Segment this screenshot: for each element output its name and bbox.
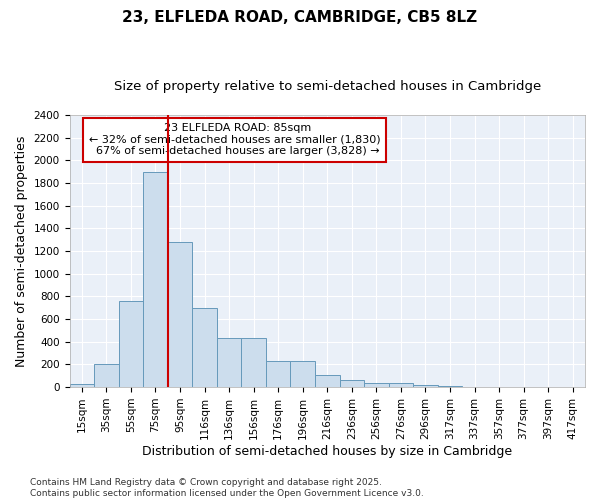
Bar bbox=[340, 380, 364, 387]
Bar bbox=[168, 242, 192, 387]
Text: 23, ELFLEDA ROAD, CAMBRIDGE, CB5 8LZ: 23, ELFLEDA ROAD, CAMBRIDGE, CB5 8LZ bbox=[122, 10, 478, 25]
Y-axis label: Number of semi-detached properties: Number of semi-detached properties bbox=[15, 136, 28, 366]
Title: Size of property relative to semi-detached houses in Cambridge: Size of property relative to semi-detach… bbox=[113, 80, 541, 93]
Bar bbox=[70, 384, 94, 387]
Bar bbox=[290, 361, 315, 387]
Bar bbox=[487, 386, 511, 387]
X-axis label: Distribution of semi-detached houses by size in Cambridge: Distribution of semi-detached houses by … bbox=[142, 444, 512, 458]
Bar bbox=[413, 385, 438, 387]
Bar bbox=[462, 386, 487, 387]
Text: 23 ELFLEDA ROAD: 85sqm
← 32% of semi-detached houses are smaller (1,830)
  67% o: 23 ELFLEDA ROAD: 85sqm ← 32% of semi-det… bbox=[89, 123, 380, 156]
Bar bbox=[241, 338, 266, 387]
Bar bbox=[119, 301, 143, 387]
Bar bbox=[266, 361, 290, 387]
Bar bbox=[217, 338, 241, 387]
Bar bbox=[143, 172, 168, 387]
Bar bbox=[315, 374, 340, 387]
Text: Contains HM Land Registry data © Crown copyright and database right 2025.
Contai: Contains HM Land Registry data © Crown c… bbox=[30, 478, 424, 498]
Bar bbox=[192, 308, 217, 387]
Bar bbox=[389, 383, 413, 387]
Bar bbox=[438, 386, 462, 387]
Bar bbox=[364, 382, 389, 387]
Bar bbox=[94, 364, 119, 387]
